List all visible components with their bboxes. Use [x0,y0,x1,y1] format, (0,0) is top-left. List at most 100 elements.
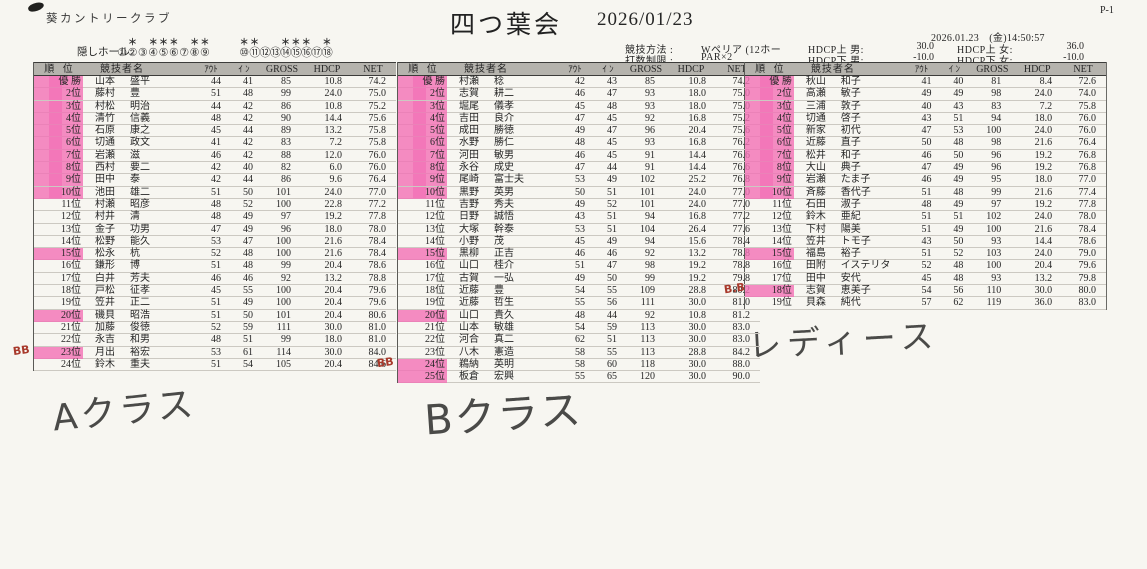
hdcp-value: 16.8 [688,211,707,223]
hdcp-value: 24.0 [1034,125,1053,137]
gross-score: 95 [991,174,1002,186]
rank-cell: 24位 [34,359,86,370]
net-score: 75.0 [732,88,751,100]
table-row: 5位 新家 初代 47 53 100 24.0 76.0 [745,125,1106,138]
player-family-name: 田附 [805,260,826,272]
net-score: 74.0 [1078,88,1097,100]
net-score: 78.0 [1078,211,1097,223]
net-score: 76.8 [732,174,751,186]
rank-text: 13位 [771,223,792,235]
rank-cell: 2位 [745,88,797,101]
hidden-hole-star [117,37,127,47]
net-score: 75.0 [732,100,751,112]
hdcp-value: 19.2 [324,211,343,223]
gross-score: 99 [281,334,291,346]
gross-score: 92 [645,248,655,260]
hole-number: ③ [137,47,148,59]
rank-text: 13位 [61,223,81,235]
rank-text: 17位 [771,272,792,284]
in-score: 50 [243,186,253,198]
player-family-name: 加藤 [95,321,115,333]
net-score: 78.4 [1078,223,1097,235]
player-given-name: 幹泰 [494,223,514,235]
table-row: 14位 笠井 トモ子 43 50 93 14.4 78.6 [745,235,1106,249]
in-score: 51 [953,211,964,223]
net-score: 76.6 [732,149,751,161]
table-row: 13位 下村 陽美 51 49 100 21.6 78.4 [745,224,1106,236]
in-score: 50 [953,235,964,247]
rank-text: 6位 [398,137,447,150]
hdcp-upper-male-label: HDCP上 男: [808,45,864,56]
table-row: 22位 河合 真二 62 51 113 30.0 83.0 [398,334,760,347]
table-row: BB 23位 月出 裕宏 53 61 114 30.0 84.0 [12,342,396,359]
rank-cell: 4位 [398,112,450,125]
gross-score: 93 [991,272,1002,284]
player-given-name: 芳夫 [130,272,150,284]
out-score: 48 [575,137,585,149]
player-family-name: 秋山 [805,76,826,87]
in-score: 49 [243,297,253,309]
in-score: 55 [607,346,617,358]
rank-cell: 17位 [398,273,450,284]
rank-text: 19位 [425,297,445,309]
net-score: 76.0 [1078,125,1097,137]
gross-score: 93 [991,235,1002,247]
table-row: 25位 板倉 宏興 55 65 120 30.0 90.0 [398,371,760,384]
player-given-name: 成史 [494,162,514,174]
hidden-holes-front-stars: ＊＊＊＊＊＊ [117,37,210,47]
hdcp-upper-female-label: HDCP上 女: [957,45,1013,56]
rank-text: 16位 [771,260,792,272]
rank-cell: 3位 [745,100,797,113]
rank-cell: 優 勝 [745,76,797,89]
print-timestamp: 2026.01.23 (金)14:50:57 [931,33,1045,44]
hdcp-value: 21.6 [1034,186,1053,198]
hidden-hole-star: ＊ [322,37,332,47]
table-body: 優 勝山本 盛平 44 41 85 10.8 74.2 2位 藤村豊 51 48 99 24.0 75.0… [12,76,396,372]
hole-number: ⑰ [311,47,323,59]
player-given-name: 要二 [130,162,150,174]
net-score: 78.4 [732,235,751,247]
table-row: 15位 松永 杭 52 48 100 21.6 78.4 [34,248,396,261]
hdcp-value: 14.4 [688,149,707,161]
player-given-name: 和子 [840,149,861,161]
gross-score: 91 [645,149,655,161]
in-score: 44 [607,162,617,174]
hidden-hole-star: ＊ [301,37,311,47]
in-score: 44 [607,309,617,321]
in-score: 49 [953,223,964,235]
gross-score: 85 [645,76,655,87]
hdcp-value: 24.0 [688,186,707,198]
hdcp-value: 19.2 [688,272,707,284]
net-score: 80.0 [1078,285,1097,297]
hdcp-value: 18.0 [1034,112,1053,124]
rank-cell: 14位 [398,236,450,247]
player-given-name: 信義 [130,112,150,124]
rank-text: 4位 [34,112,83,125]
column-header: HDCP [1023,64,1051,75]
rank-text: 19位 [61,297,81,309]
gross-score: 113 [640,321,655,333]
table-row: 6位 水野 勝仁 48 45 93 16.8 76.2 [398,137,760,150]
net-score: 76.0 [368,162,387,174]
in-score: 42 [243,137,253,149]
hdcp-value: 22.8 [324,198,343,210]
rank-cell: 8位 [745,162,797,175]
out-score: 52 [921,260,932,272]
gross-score: 100 [986,125,1002,137]
hdcp-value: 21.6 [324,248,343,260]
hdcp-value: 12.0 [324,149,343,161]
net-score: 72.6 [1078,76,1097,87]
rank-cell: 18位 [398,285,450,296]
player-family-name: 西村 [95,162,115,174]
in-score: 49 [953,88,964,100]
net-score: 79.8 [732,272,751,284]
player-family-name: 下村 [805,223,826,235]
player-given-name: 滋 [130,149,140,161]
net-score: 78.8 [732,248,751,260]
player-family-name: 石原 [95,125,115,137]
out-score: 54 [575,321,585,333]
column-header: ｱｳﾄ [204,64,218,74]
gross-score: 86 [281,100,291,112]
player-given-name: 裕子 [840,248,861,260]
